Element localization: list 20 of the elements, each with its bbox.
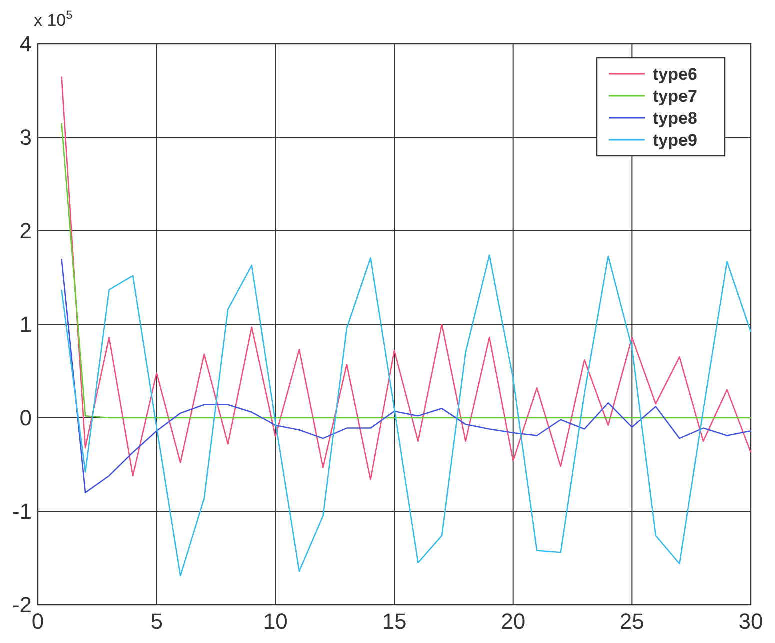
y-tick-label: 2 (20, 218, 32, 244)
legend-label: type9 (653, 130, 698, 150)
line-series (61, 258, 752, 494)
line-series (61, 254, 752, 577)
y-tick-label: 0 (20, 406, 32, 431)
legend-label: type8 (653, 108, 698, 128)
y-tick-label: 4 (20, 32, 32, 57)
x-tick-label: 10 (263, 609, 288, 634)
y-tick-label: -2 (12, 592, 32, 618)
x-tick-label: 30 (738, 609, 764, 634)
x-tick-label: 25 (620, 609, 644, 634)
y-tick-label: 1 (20, 312, 32, 338)
y-tick-label: -1 (12, 499, 32, 524)
text: x 10$^{5}$ (34, 8, 74, 30)
legend-label: type7 (653, 86, 698, 106)
x-tick-label: 15 (382, 609, 407, 634)
legend-label: type6 (653, 64, 698, 84)
x-tick-label: 5 (150, 609, 163, 634)
y-tick-label: 3 (20, 125, 32, 150)
x-tick-label: 20 (501, 609, 526, 634)
